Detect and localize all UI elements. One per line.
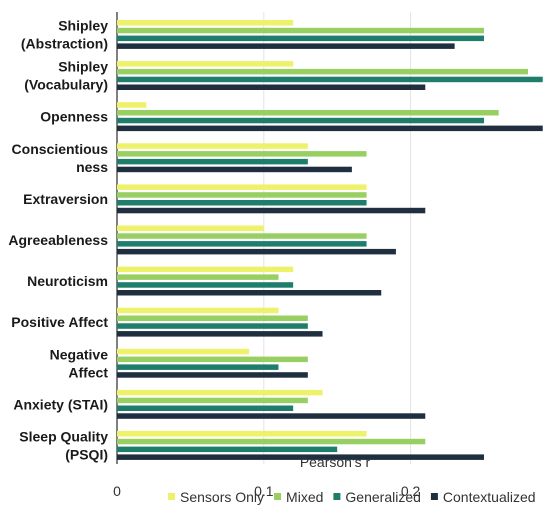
bar-contextualized [117, 43, 455, 49]
bar-generalized [117, 158, 308, 165]
bar-generalized [117, 364, 279, 370]
category-label: Negative [50, 346, 109, 362]
legend-swatch [168, 493, 175, 500]
category-label: (Vocabulary) [24, 77, 108, 93]
bar-generalized [117, 323, 308, 329]
category-label: Extraversion [23, 191, 108, 207]
bar-mixed [117, 151, 367, 157]
legend-label: Contextualized [443, 489, 536, 505]
bar-mixed [117, 192, 367, 198]
bar-sensors-only [117, 431, 367, 437]
bar-contextualized [117, 207, 426, 214]
category-label: Sleep Quality [19, 428, 108, 444]
bar-mixed [117, 274, 279, 280]
x-tick-labels: 0 0.1 0.2 [113, 483, 420, 499]
bar-sensors-only [117, 61, 294, 67]
bar-contextualized [117, 454, 485, 460]
bar-mixed [117, 27, 485, 34]
bar-contextualized [117, 84, 426, 90]
bar-generalized [117, 446, 338, 453]
category-label: Anxiety (STAI) [13, 396, 108, 412]
category-label: Affect [68, 364, 108, 380]
category-label: Openness [40, 109, 108, 125]
bar-generalized [117, 117, 485, 124]
bar-generalized [117, 76, 543, 83]
bar-sensors-only [117, 225, 264, 231]
legend: Sensors Only Mixed Generalized Contextualiz… [168, 489, 536, 505]
bar-mixed [117, 356, 308, 363]
bar-sensors-only [117, 307, 279, 314]
legend-swatch [274, 493, 282, 500]
category-label: Neuroticism [27, 273, 108, 289]
bar-generalized [117, 241, 367, 247]
category-label: Positive Affect [11, 314, 108, 330]
category-labels: Shipley (Abstraction) Shipley (Vocabulary) O… [8, 17, 108, 462]
legend-swatch [333, 493, 341, 500]
x-tick-label: 0 [113, 483, 121, 499]
bar-contextualized [117, 166, 352, 173]
category-label: (Abstraction) [21, 35, 108, 51]
bar-sensors-only [117, 389, 323, 396]
bar-sensors-only [117, 20, 294, 26]
bar-sensors-only [117, 102, 147, 108]
bar-mixed [117, 438, 426, 445]
bars [117, 20, 543, 460]
bar-sensors-only [117, 348, 250, 355]
x-tick-label: 0.2 [401, 483, 421, 499]
category-label: Shipley [58, 17, 108, 33]
bar-sensors-only [117, 266, 294, 273]
bar-mixed [117, 397, 308, 404]
legend-swatch [430, 493, 438, 500]
bar-sensors-only [117, 184, 367, 190]
bar-contextualized [117, 331, 323, 337]
legend-label: Mixed [286, 489, 323, 505]
category-label: Conscientious [12, 141, 109, 157]
bar-generalized [117, 35, 485, 42]
category-label: Shipley [58, 59, 108, 75]
category-label: ness [76, 159, 108, 175]
bar-mixed [117, 68, 529, 75]
bar-contextualized [117, 290, 382, 296]
x-tick-label: 0.1 [254, 483, 274, 499]
bar-mixed [117, 315, 308, 321]
x-axis-title: Pearson's r [300, 454, 371, 470]
category-label: (PSQI) [65, 446, 108, 462]
bar-contextualized [117, 372, 308, 378]
legend-label: Generalized [345, 489, 421, 505]
bar-contextualized [117, 125, 543, 132]
bar-contextualized [117, 413, 426, 419]
bar-contextualized [117, 248, 396, 255]
bar-generalized [117, 200, 367, 206]
legend-label: Sensors Only [180, 489, 264, 505]
bar-generalized [117, 405, 294, 411]
bar-mixed [117, 233, 367, 239]
bar-sensors-only [117, 143, 308, 149]
bar-generalized [117, 282, 294, 288]
bar-mixed [117, 110, 499, 116]
category-label: Agreeableness [8, 232, 108, 248]
